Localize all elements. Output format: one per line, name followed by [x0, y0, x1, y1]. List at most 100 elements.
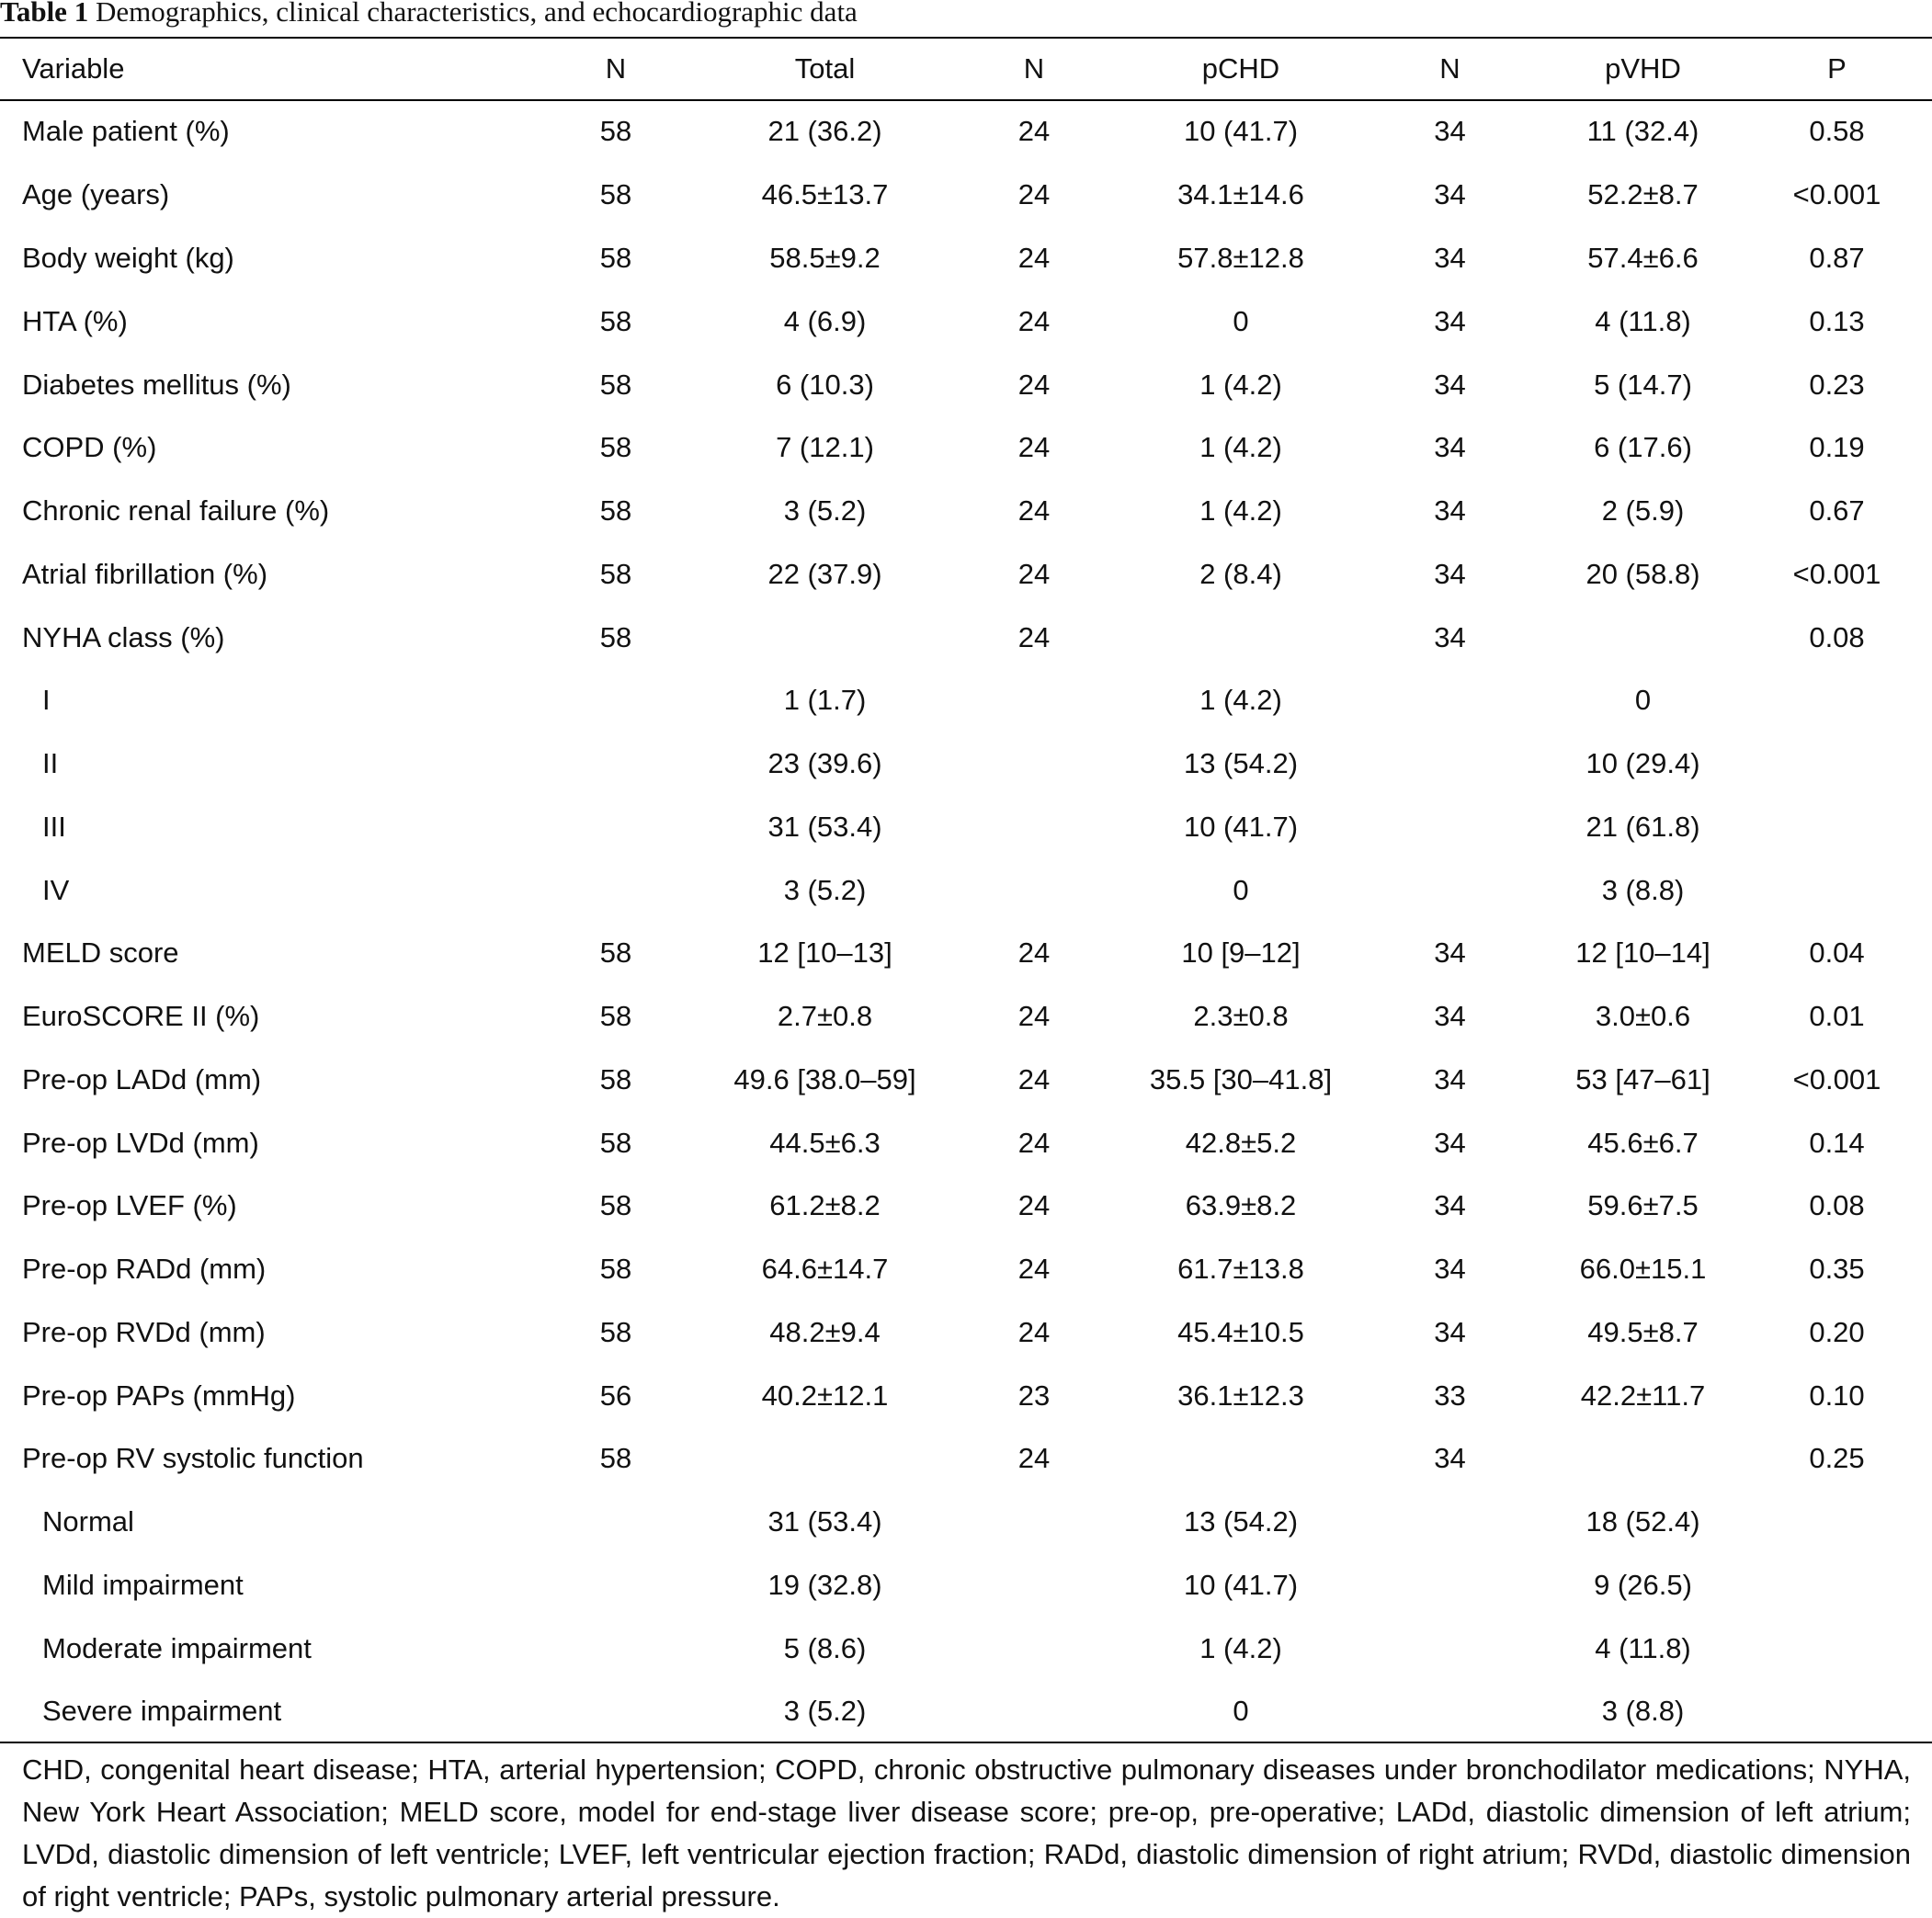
column-header-p: P	[1827, 52, 1847, 85]
cell-pvhd: 3.0±0.6	[1595, 1000, 1691, 1033]
table-row: Pre-op LADd (mm) 58 49.6 [38.0–59] 24 35.5 […	[0, 1049, 1932, 1112]
cell-pchd: 57.8±12.8	[1177, 242, 1304, 275]
cell-n-total: 58	[599, 1000, 632, 1033]
cell-n-pvhd: 34	[1434, 936, 1466, 970]
cell-variable: Pre-op RADd (mm)	[22, 1253, 267, 1286]
cell-pvhd: 0	[1634, 684, 1652, 717]
cell-variable: Chronic renal failure (%)	[22, 494, 330, 528]
cell-n-pvhd: 34	[1434, 242, 1466, 275]
cell-n-pvhd: 34	[1434, 494, 1466, 528]
cell-variable: Pre-op LVDd (mm)	[22, 1126, 259, 1159]
table-row: Pre-op LVDd (mm) 58 44.5±6.3 24 42.8±5.2 34 45…	[0, 1111, 1932, 1175]
cell-total: 7 (12.1)	[776, 431, 874, 464]
cell-n-pvhd	[1356, 796, 1544, 859]
cell-variable: Pre-op PAPs (mmHg)	[22, 1379, 296, 1412]
cell-pchd: 1 (4.2)	[1199, 431, 1282, 464]
cell-p-value: 0.19	[1809, 431, 1865, 464]
table-row: Pre-op RV systolic function 58 24 34 0.25	[0, 1427, 1932, 1491]
cell-pvhd: 66.0±15.1	[1579, 1253, 1707, 1286]
cell-variable: Male patient (%)	[22, 115, 230, 147]
cell-pvhd: 20 (58.8)	[1585, 557, 1700, 590]
cell-total: 6 (10.3)	[776, 368, 874, 401]
cell-n-pvhd: 34	[1434, 557, 1466, 590]
cell-pchd: 10 (41.7)	[1183, 810, 1299, 843]
cell-pvhd: 4 (11.8)	[1595, 1631, 1691, 1664]
cell-pvhd	[1544, 1427, 1742, 1491]
cell-variable: EuroSCORE II (%)	[22, 1000, 260, 1033]
cell-n-total: 58	[599, 304, 632, 337]
table-subrow: III 31 (53.4) 10 (41.7) 21 (61.8)	[0, 796, 1932, 859]
table-row: NYHA class (%) 58 24 34 0.08	[0, 606, 1932, 669]
cell-n-total	[524, 796, 708, 859]
cell-n-pchd: 24	[1017, 242, 1051, 275]
cell-n-total: 58	[599, 1442, 632, 1475]
cell-n-total	[524, 1491, 708, 1554]
cell-p-value: 0.25	[1809, 1442, 1865, 1475]
cell-variable: Mild impairment	[42, 1568, 244, 1601]
cell-variable: Diabetes mellitus (%)	[22, 368, 291, 401]
cell-n-pchd: 24	[1017, 1062, 1051, 1095]
cell-total: 2.7±0.8	[777, 1000, 873, 1033]
table-row: Pre-op RADd (mm) 58 64.6±14.7 24 61.7±13.8 34…	[0, 1238, 1932, 1301]
cell-variable: COPD (%)	[22, 431, 157, 464]
table-subrow: Normal 31 (53.4) 13 (54.2) 18 (52.4)	[0, 1491, 1932, 1554]
cell-pchd	[1126, 606, 1356, 669]
cell-total: 3 (5.2)	[783, 1695, 867, 1728]
cell-n-total: 58	[599, 178, 632, 211]
cell-n-total	[524, 1617, 708, 1680]
cell-n-pchd	[942, 1680, 1126, 1743]
cell-pvhd: 45.6±6.7	[1587, 1126, 1699, 1159]
cell-n-pchd: 24	[1017, 368, 1051, 401]
cell-n-pchd	[942, 1617, 1126, 1680]
cell-pchd: 34.1±14.6	[1177, 178, 1304, 211]
cell-total: 3 (5.2)	[783, 494, 867, 528]
cell-n-total: 58	[599, 936, 632, 970]
cell-variable: I	[42, 684, 51, 717]
cell-n-pvhd: 34	[1434, 304, 1466, 337]
table-subrow: I 1 (1.7) 1 (4.2) 0	[0, 669, 1932, 732]
cell-n-pvhd: 34	[1434, 1189, 1466, 1222]
cell-total: 64.6±14.7	[761, 1253, 889, 1286]
cell-total	[708, 1427, 942, 1491]
cell-p-value: 0.67	[1809, 494, 1865, 528]
cell-pvhd	[1544, 606, 1742, 669]
cell-n-pvhd: 34	[1434, 115, 1466, 147]
cell-p-value	[1742, 732, 1932, 796]
cell-pvhd: 53 [47–61]	[1575, 1062, 1710, 1095]
table-bottom-rule	[0, 1742, 1932, 1743]
column-header-n-pchd: N	[1023, 52, 1045, 85]
cell-pvhd: 6 (17.6)	[1594, 431, 1692, 464]
cell-pchd: 42.8±5.2	[1185, 1126, 1297, 1159]
cell-pvhd: 18 (52.4)	[1585, 1505, 1700, 1538]
table-subrow: IV 3 (5.2) 0 3 (8.8)	[0, 858, 1932, 922]
table-row: Diabetes mellitus (%) 58 6 (10.3) 24 1 (4.2)…	[0, 353, 1932, 416]
cell-variable: Pre-op LADd (mm)	[22, 1062, 262, 1095]
cell-pvhd: 21 (61.8)	[1585, 810, 1700, 843]
cell-n-total: 58	[599, 242, 632, 275]
cell-n-pchd: 24	[1017, 1189, 1051, 1222]
cell-total: 40.2±12.1	[761, 1379, 889, 1412]
cell-total: 19 (32.8)	[767, 1568, 882, 1601]
table-subrow: II 23 (39.6) 13 (54.2) 10 (29.4)	[0, 732, 1932, 796]
cell-pchd: 0	[1233, 873, 1249, 906]
cell-pchd: 35.5 [30–41.8]	[1149, 1062, 1333, 1095]
column-header-pchd: pCHD	[1201, 52, 1280, 85]
cell-variable: Pre-op RVDd (mm)	[22, 1315, 266, 1348]
column-header-variable: Variable	[22, 52, 125, 85]
cell-n-total: 58	[599, 1315, 632, 1348]
cell-n-pvhd: 34	[1434, 620, 1466, 653]
table-subrow: Moderate impairment 5 (8.6) 1 (4.2) 4 (11.8…	[0, 1617, 1932, 1680]
cell-n-total: 58	[599, 368, 632, 401]
column-header-pvhd: pVHD	[1605, 52, 1681, 85]
table-row: Age (years) 58 46.5±13.7 24 34.1±14.6 34 52.2±…	[0, 164, 1932, 227]
cell-total: 61.2±8.2	[769, 1189, 881, 1222]
cell-n-total: 58	[599, 1062, 632, 1095]
cell-p-value	[1742, 858, 1932, 922]
cell-n-total: 58	[599, 115, 632, 147]
cell-pchd: 36.1±12.3	[1177, 1379, 1304, 1412]
table-row: Pre-op RVDd (mm) 58 48.2±9.4 24 45.4±10.5 34 4…	[0, 1301, 1932, 1365]
cell-total: 49.6 [38.0–59]	[733, 1062, 916, 1095]
cell-n-pvhd	[1356, 732, 1544, 796]
table-row: COPD (%) 58 7 (12.1) 24 1 (4.2) 34 6 (17.6) 0.1…	[0, 416, 1932, 480]
cell-total: 5 (8.6)	[783, 1631, 867, 1664]
